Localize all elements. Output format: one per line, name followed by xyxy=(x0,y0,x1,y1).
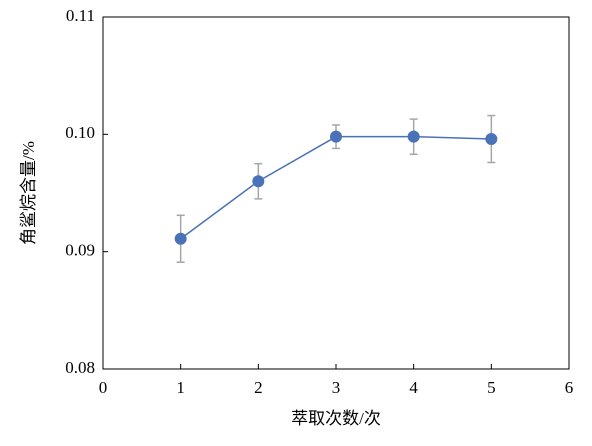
y-tick-label: 0.09 xyxy=(65,241,95,260)
x-tick-label: 4 xyxy=(409,378,418,397)
series-line xyxy=(180,135,492,240)
data-point xyxy=(174,232,187,245)
y-tick-label: 0.08 xyxy=(65,358,95,377)
x-axis-label: 萃取次数/次 xyxy=(291,409,381,428)
x-tick-label: 2 xyxy=(254,378,263,397)
y-tick-label: 0.11 xyxy=(66,6,95,25)
data-point xyxy=(407,130,420,143)
x-tick-label: 6 xyxy=(565,378,574,397)
data-point xyxy=(252,175,265,188)
data-point xyxy=(485,133,498,146)
x-tick-label: 1 xyxy=(176,378,185,397)
data-point xyxy=(330,130,342,143)
x-tick-label: 0 xyxy=(99,378,108,397)
x-tick-label: 5 xyxy=(487,378,496,397)
y-tick-label: 0.10 xyxy=(65,123,95,142)
plot-frame xyxy=(102,16,570,370)
y-axis-label: 角鲨烷含量/% xyxy=(19,141,38,245)
x-tick-label: 3 xyxy=(332,378,341,397)
